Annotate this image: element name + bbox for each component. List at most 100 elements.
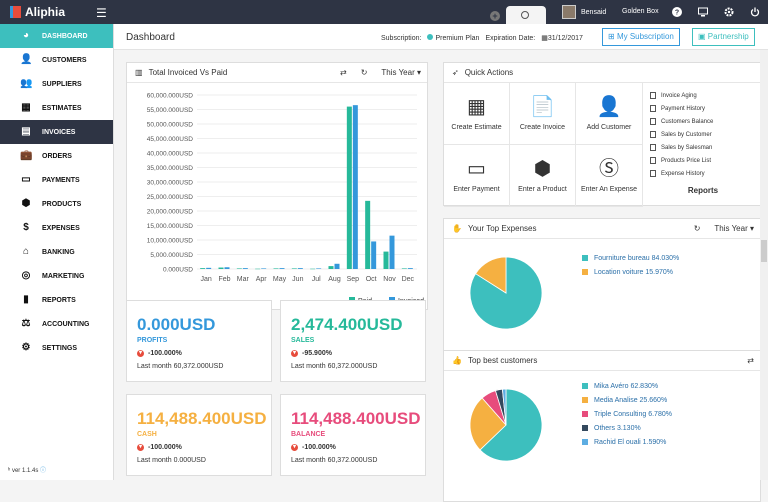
sidebar-item-customers[interactable]: 👤 CUSTOMERS <box>0 48 113 72</box>
kpi-last-month: Last month 60,372.000USD <box>291 457 378 464</box>
partnership-button[interactable]: ▣ Partnership <box>692 28 755 46</box>
report-link[interactable]: Sales by Customer <box>650 128 756 141</box>
invoice-chart-title: Total Invoiced Vs Paid <box>148 68 228 77</box>
invoice-icon: 📄 <box>530 96 555 118</box>
sidebar-item-payments[interactable]: ▭ PAYMENTS <box>0 168 113 192</box>
report-link[interactable]: Customers Balance <box>650 115 756 128</box>
legend-label: Others 3.130% <box>594 424 641 432</box>
down-arrow-icon: ▾ <box>137 350 144 357</box>
legend-item[interactable]: Mika Avéro 62.830% <box>582 379 672 393</box>
gear-icon[interactable] <box>724 7 734 17</box>
quick-action-label: Enter a Product <box>518 186 567 193</box>
switch-icon[interactable]: ⇄ <box>747 356 754 365</box>
sidebar-item-orders[interactable]: 💼 ORDERS <box>0 144 113 168</box>
pie-slice[interactable] <box>479 388 543 462</box>
legend-swatch <box>582 439 588 445</box>
my-subscription-button[interactable]: ⊞ My Subscription <box>602 28 680 46</box>
quick-action-enter-an-expense[interactable]: Ⓢ Enter An Expense <box>576 145 643 207</box>
report-link[interactable]: Products Price List <box>650 154 756 167</box>
legend-item[interactable]: Others 3.130% <box>582 421 672 435</box>
report-link[interactable]: Invoice Aging <box>650 89 756 102</box>
document-icon <box>650 131 656 138</box>
sidebar-item-expenses[interactable]: $ EXPENSES <box>0 216 113 240</box>
pie-slice[interactable] <box>501 388 507 426</box>
active-tab[interactable] <box>506 6 546 24</box>
quick-action-label: Enter Payment <box>453 186 500 193</box>
user-menu[interactable]: Bensaid <box>562 5 606 19</box>
main-content: Dashboard Subscription: Premium Plan Exp… <box>114 24 768 502</box>
y-tick-label: 55,000.000USD <box>147 107 194 114</box>
dollar-icon: Ⓢ <box>599 158 619 180</box>
sidebar-item-reports[interactable]: ▮ REPORTS <box>0 288 113 312</box>
card-icon: ▭ <box>467 158 486 180</box>
reports-title: Reports <box>687 186 719 195</box>
scroll-thumb[interactable] <box>761 240 767 262</box>
monitor-icon[interactable] <box>698 7 708 17</box>
add-tab-icon[interactable]: + <box>490 11 500 21</box>
info-icon[interactable]: ⓘ <box>40 468 47 474</box>
sidebar-item-accounting[interactable]: ⚖ ACCOUNTING <box>0 312 113 336</box>
report-label: Expense History <box>661 170 705 177</box>
legend-item[interactable]: Location voiture 15.970% <box>582 265 679 279</box>
y-tick-label: 15,000.000USD <box>147 223 194 230</box>
cart-icon: ⊞ <box>608 32 615 41</box>
sidebar-item-estimates[interactable]: ▦ ESTIMATES <box>0 96 113 120</box>
quick-action-create-invoice[interactable]: 📄 Create Invoice <box>510 83 576 145</box>
quick-actions-header: ➶ Quick Actions <box>444 63 760 83</box>
report-label: Sales by Customer <box>661 131 712 138</box>
kpi-change-value: -100.000% <box>302 444 336 451</box>
my-subscription-label: My Subscription <box>616 32 674 41</box>
supplier-icon: 👥 <box>20 78 33 89</box>
sidebar-item-marketing[interactable]: ◎ MARKETING <box>0 264 113 288</box>
kpi-value: 0.000USD <box>137 315 216 334</box>
refresh-icon[interactable]: ↻ <box>360 68 368 77</box>
pie-slice[interactable] <box>469 397 507 451</box>
sidebar-item-suppliers[interactable]: 👥 SUPPLIERS <box>0 72 113 96</box>
thumbs-up-icon: 👍 <box>452 356 462 365</box>
invoice-chart-panel: ▥ Total Invoiced Vs Paid ⇄ ↻ This Year ▾ 6… <box>126 62 428 310</box>
quick-actions-grid: ▦ Create Estimate 📄 Create Invoice 👤 Add Cust… <box>444 83 643 207</box>
y-tick-label: 5,000.000USD <box>150 252 193 259</box>
switch-icon[interactable]: ⇄ <box>339 68 347 77</box>
legend-item[interactable]: Fourniture bureau 84.030% <box>582 251 679 265</box>
y-tick-label: 0.000USD <box>163 267 193 274</box>
app-logo[interactable]: Aliphia <box>10 5 65 19</box>
document-icon <box>650 157 656 164</box>
bar-paid <box>346 106 352 269</box>
sidebar-item-banking[interactable]: ⌂ BANKING <box>0 240 113 264</box>
sidebar-item-label: DASHBOARD <box>42 32 88 40</box>
kpi-change: ▾ -100.000% <box>291 444 336 451</box>
y-tick-label: 40,000.000USD <box>147 151 194 158</box>
pie-slice[interactable] <box>475 256 507 294</box>
sidebar-item-dashboard[interactable]: ◕ DASHBOARD <box>0 24 113 48</box>
report-link[interactable]: Expense History <box>650 167 756 180</box>
report-link[interactable]: Payment History <box>650 102 756 115</box>
refresh-icon[interactable]: ↻ <box>693 224 701 233</box>
calculator-icon: ▦ <box>21 102 31 113</box>
menu-toggle-icon[interactable]: ☰ <box>96 6 107 20</box>
power-icon[interactable] <box>750 7 760 17</box>
sidebar-item-invoices[interactable]: ▤ INVOICES <box>0 120 113 144</box>
expenses-period-select[interactable]: This Year ▾ <box>714 224 754 233</box>
report-label: Products Price List <box>661 157 712 164</box>
logo-icon <box>10 6 21 18</box>
scrollbar[interactable] <box>760 50 768 480</box>
company-name[interactable]: Golden Box <box>622 8 659 15</box>
legend-item[interactable]: Media Analise 25.660% <box>582 393 672 407</box>
sidebar-item-products[interactable]: ⬢ PRODUCTS <box>0 192 113 216</box>
quick-action-enter-payment[interactable]: ▭ Enter Payment <box>444 145 510 207</box>
report-link[interactable]: Sales by Salesman <box>650 141 756 154</box>
bar-paid <box>218 267 224 269</box>
expiration-label: Expiration Date: <box>485 34 536 42</box>
customers-legend: Mika Avéro 62.830% Media Analise 25.660% T… <box>582 379 672 449</box>
quick-action-enter-a-product[interactable]: ⬢ Enter a Product <box>510 145 576 207</box>
help-icon[interactable]: ? <box>672 7 682 17</box>
legend-item[interactable]: Rachid El ouali 1.590% <box>582 435 672 449</box>
sidebar-item-label: SETTINGS <box>42 344 78 352</box>
quick-action-add-customer[interactable]: 👤 Add Customer <box>576 83 643 145</box>
legend-item[interactable]: Triple Consulting 6.780% <box>582 407 672 421</box>
bar-paid <box>328 266 334 269</box>
period-select[interactable]: This Year ▾ <box>381 68 421 77</box>
quick-action-create-estimate[interactable]: ▦ Create Estimate <box>444 83 510 145</box>
sidebar-item-settings[interactable]: ⚙ SETTINGS <box>0 336 113 360</box>
